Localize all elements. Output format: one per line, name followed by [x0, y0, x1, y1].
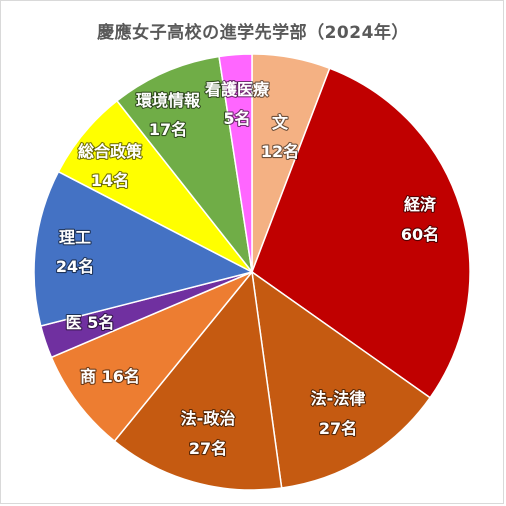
slice-category-8: 総合政策 — [78, 142, 143, 161]
slice-label-6: 医 5名 — [66, 313, 115, 332]
slice-value-3: 27名 — [319, 419, 357, 438]
pie-slice-5 — [50, 271, 253, 443]
slice-category-1: 文 — [272, 113, 289, 132]
slice-category-7: 理工 — [59, 228, 91, 247]
pie-slice-9 — [115, 55, 254, 275]
pie-slice-4 — [113, 270, 283, 491]
slice-category-3: 法-法律 — [311, 389, 366, 408]
slice-value-1: 12名 — [261, 142, 299, 161]
slice-value-10: 5名 — [223, 109, 250, 128]
slice-value-9: 17名 — [149, 120, 187, 139]
slice-value-2: 60名 — [401, 225, 439, 244]
slice-category-2: 経済 — [404, 195, 437, 214]
pie-slice-2 — [251, 67, 471, 399]
slice-category-4: 法-政治 — [181, 409, 236, 428]
pie-slice-7 — [33, 170, 255, 327]
chart-title: 慶應女子高校の進学先学部（2024年） — [97, 23, 409, 43]
slice-category-9: 環境情報 — [136, 91, 201, 110]
pie-slice-3 — [251, 270, 432, 489]
slice-value-7: 24名 — [56, 257, 94, 276]
slice-value-4: 27名 — [189, 439, 227, 458]
pie-slices — [33, 53, 471, 491]
pie-slice-10 — [218, 53, 253, 273]
slice-label-5: 商 16名 — [80, 367, 140, 386]
slice-value-8: 14名 — [91, 171, 129, 190]
slice-category-10: 看護医療 — [204, 80, 270, 99]
